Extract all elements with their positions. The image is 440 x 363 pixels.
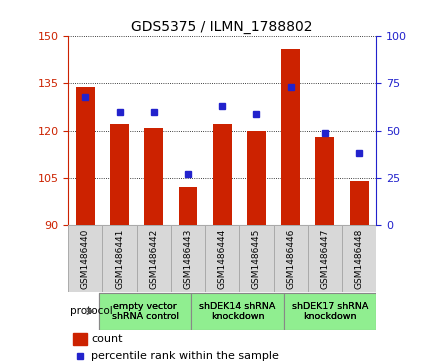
Text: shDEK17 shRNA
knockdown: shDEK17 shRNA knockdown <box>292 302 368 321</box>
FancyBboxPatch shape <box>99 293 191 330</box>
FancyBboxPatch shape <box>308 225 342 292</box>
Text: empty vector
shRNA control: empty vector shRNA control <box>112 302 179 321</box>
Text: GSM1486445: GSM1486445 <box>252 228 261 289</box>
Text: shDEK14 shRNA
knockdown: shDEK14 shRNA knockdown <box>199 302 276 321</box>
FancyBboxPatch shape <box>239 225 274 292</box>
Bar <box>315 137 334 225</box>
FancyBboxPatch shape <box>284 293 376 330</box>
Bar <box>144 127 163 225</box>
FancyBboxPatch shape <box>274 225 308 292</box>
Bar <box>350 181 369 225</box>
Text: empty vector
shRNA control: empty vector shRNA control <box>112 302 179 321</box>
FancyBboxPatch shape <box>137 225 171 292</box>
FancyBboxPatch shape <box>103 225 137 292</box>
Text: GSM1486440: GSM1486440 <box>81 228 90 289</box>
Text: GSM1486448: GSM1486448 <box>355 228 363 289</box>
Bar <box>73 333 87 345</box>
FancyBboxPatch shape <box>191 293 284 330</box>
Text: count: count <box>92 334 123 344</box>
FancyBboxPatch shape <box>99 293 191 330</box>
Bar <box>281 49 300 225</box>
Title: GDS5375 / ILMN_1788802: GDS5375 / ILMN_1788802 <box>132 20 313 34</box>
Text: GSM1486447: GSM1486447 <box>320 228 330 289</box>
FancyBboxPatch shape <box>205 225 239 292</box>
Text: protocol: protocol <box>70 306 113 316</box>
FancyBboxPatch shape <box>171 225 205 292</box>
Bar <box>179 187 198 225</box>
FancyBboxPatch shape <box>191 293 284 330</box>
Bar <box>76 87 95 225</box>
FancyBboxPatch shape <box>284 293 376 330</box>
Text: shDEK17 shRNA
knockdown: shDEK17 shRNA knockdown <box>292 302 368 321</box>
FancyBboxPatch shape <box>342 225 376 292</box>
Bar <box>110 125 129 225</box>
Text: GSM1486442: GSM1486442 <box>149 228 158 289</box>
Text: GSM1486444: GSM1486444 <box>218 228 227 289</box>
Bar <box>213 125 231 225</box>
Bar <box>247 131 266 225</box>
Text: GSM1486441: GSM1486441 <box>115 228 124 289</box>
Text: GSM1486446: GSM1486446 <box>286 228 295 289</box>
Text: percentile rank within the sample: percentile rank within the sample <box>92 351 279 361</box>
FancyBboxPatch shape <box>68 225 103 292</box>
Text: shDEK14 shRNA
knockdown: shDEK14 shRNA knockdown <box>199 302 276 321</box>
Text: GSM1486443: GSM1486443 <box>183 228 192 289</box>
